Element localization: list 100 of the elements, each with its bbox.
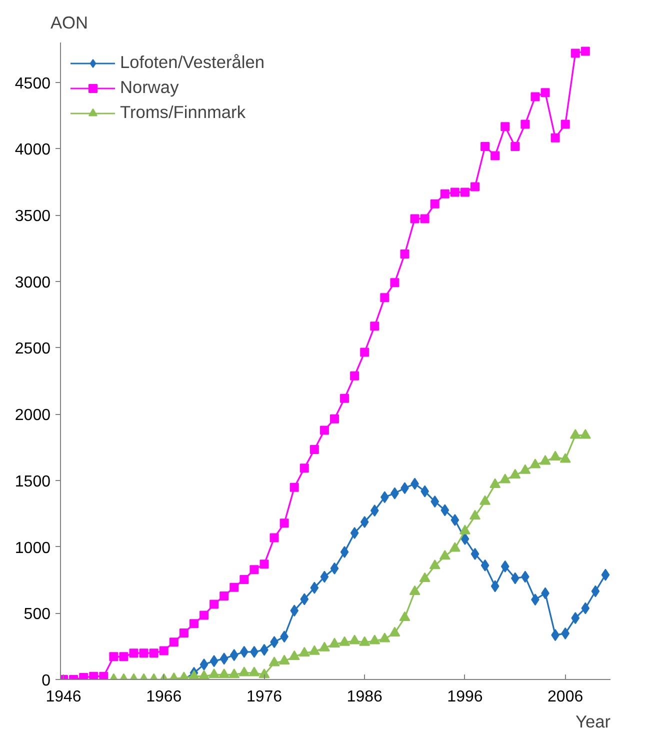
point [350, 371, 360, 380]
point [389, 626, 400, 636]
point [510, 142, 520, 152]
legend-label: Troms/Finnmark [120, 102, 246, 123]
point [570, 48, 580, 58]
point [560, 453, 571, 463]
point [99, 672, 108, 680]
x-axis-title: Year [575, 712, 611, 732]
point [320, 426, 329, 435]
point [450, 514, 460, 526]
point [220, 652, 228, 665]
point [359, 636, 370, 646]
point [230, 582, 239, 592]
point [581, 602, 590, 614]
point [350, 526, 359, 539]
point [500, 474, 511, 484]
point [420, 214, 430, 224]
point [490, 580, 500, 592]
point [390, 278, 400, 288]
point [238, 666, 250, 676]
x-tick-label: 1986 [346, 688, 383, 706]
point [208, 668, 220, 678]
legend-label: Norway [120, 77, 179, 98]
y-tick-label: 1000 [14, 540, 51, 557]
point [339, 636, 350, 646]
point [109, 652, 118, 662]
point [580, 429, 591, 439]
point [268, 656, 280, 666]
point [571, 612, 580, 624]
point [318, 642, 330, 652]
x-tick-label: 2006 [548, 688, 584, 706]
point [240, 574, 249, 584]
point [430, 496, 440, 508]
point [399, 611, 410, 622]
point [328, 638, 340, 648]
point [360, 348, 370, 357]
point [288, 650, 300, 660]
point [250, 565, 259, 574]
point [320, 570, 329, 583]
point [490, 151, 500, 160]
point [410, 214, 420, 224]
point [370, 322, 380, 331]
x-tick-label: 1966 [146, 688, 182, 706]
point [129, 648, 138, 658]
point [169, 638, 178, 647]
point [550, 133, 560, 142]
y-tick-label: 4500 [14, 75, 51, 92]
point [449, 542, 460, 552]
point [460, 188, 470, 197]
point [340, 546, 349, 558]
y-tick-label: 4000 [14, 142, 51, 159]
point [520, 464, 531, 474]
point [510, 572, 520, 584]
point [530, 92, 540, 102]
point [310, 582, 319, 594]
point [340, 394, 350, 403]
point [290, 482, 299, 492]
point [560, 120, 570, 129]
point [500, 560, 510, 572]
point [500, 122, 510, 132]
point [580, 46, 590, 56]
point [308, 645, 320, 655]
point [149, 648, 158, 658]
point [380, 293, 390, 302]
y-tick-label: 0 [42, 672, 51, 690]
point [298, 646, 310, 656]
y-tick-label: 2500 [14, 340, 51, 358]
point [530, 458, 541, 468]
point [520, 120, 530, 129]
point [510, 468, 521, 479]
point [230, 649, 238, 662]
point [300, 593, 309, 606]
x-tick-label: 1976 [246, 688, 282, 706]
point [260, 560, 269, 569]
point [460, 532, 470, 545]
point [258, 668, 270, 678]
point [330, 562, 339, 574]
point [248, 666, 260, 676]
y-tick-label: 500 [24, 606, 51, 624]
point [490, 478, 501, 488]
point [470, 548, 480, 560]
point [480, 495, 491, 505]
point [369, 634, 380, 644]
y-tick-label: 3000 [14, 274, 51, 292]
point [540, 455, 551, 465]
point [189, 619, 198, 628]
point [480, 142, 490, 152]
point [429, 559, 440, 570]
point [440, 189, 450, 198]
point [540, 88, 550, 98]
point [470, 182, 480, 192]
point [409, 585, 420, 596]
point [280, 518, 289, 528]
point [459, 524, 470, 534]
point [218, 668, 230, 678]
point [270, 533, 279, 542]
point [210, 600, 219, 609]
point [200, 658, 208, 671]
point [200, 610, 209, 620]
y-axis-title: AON [50, 12, 88, 32]
